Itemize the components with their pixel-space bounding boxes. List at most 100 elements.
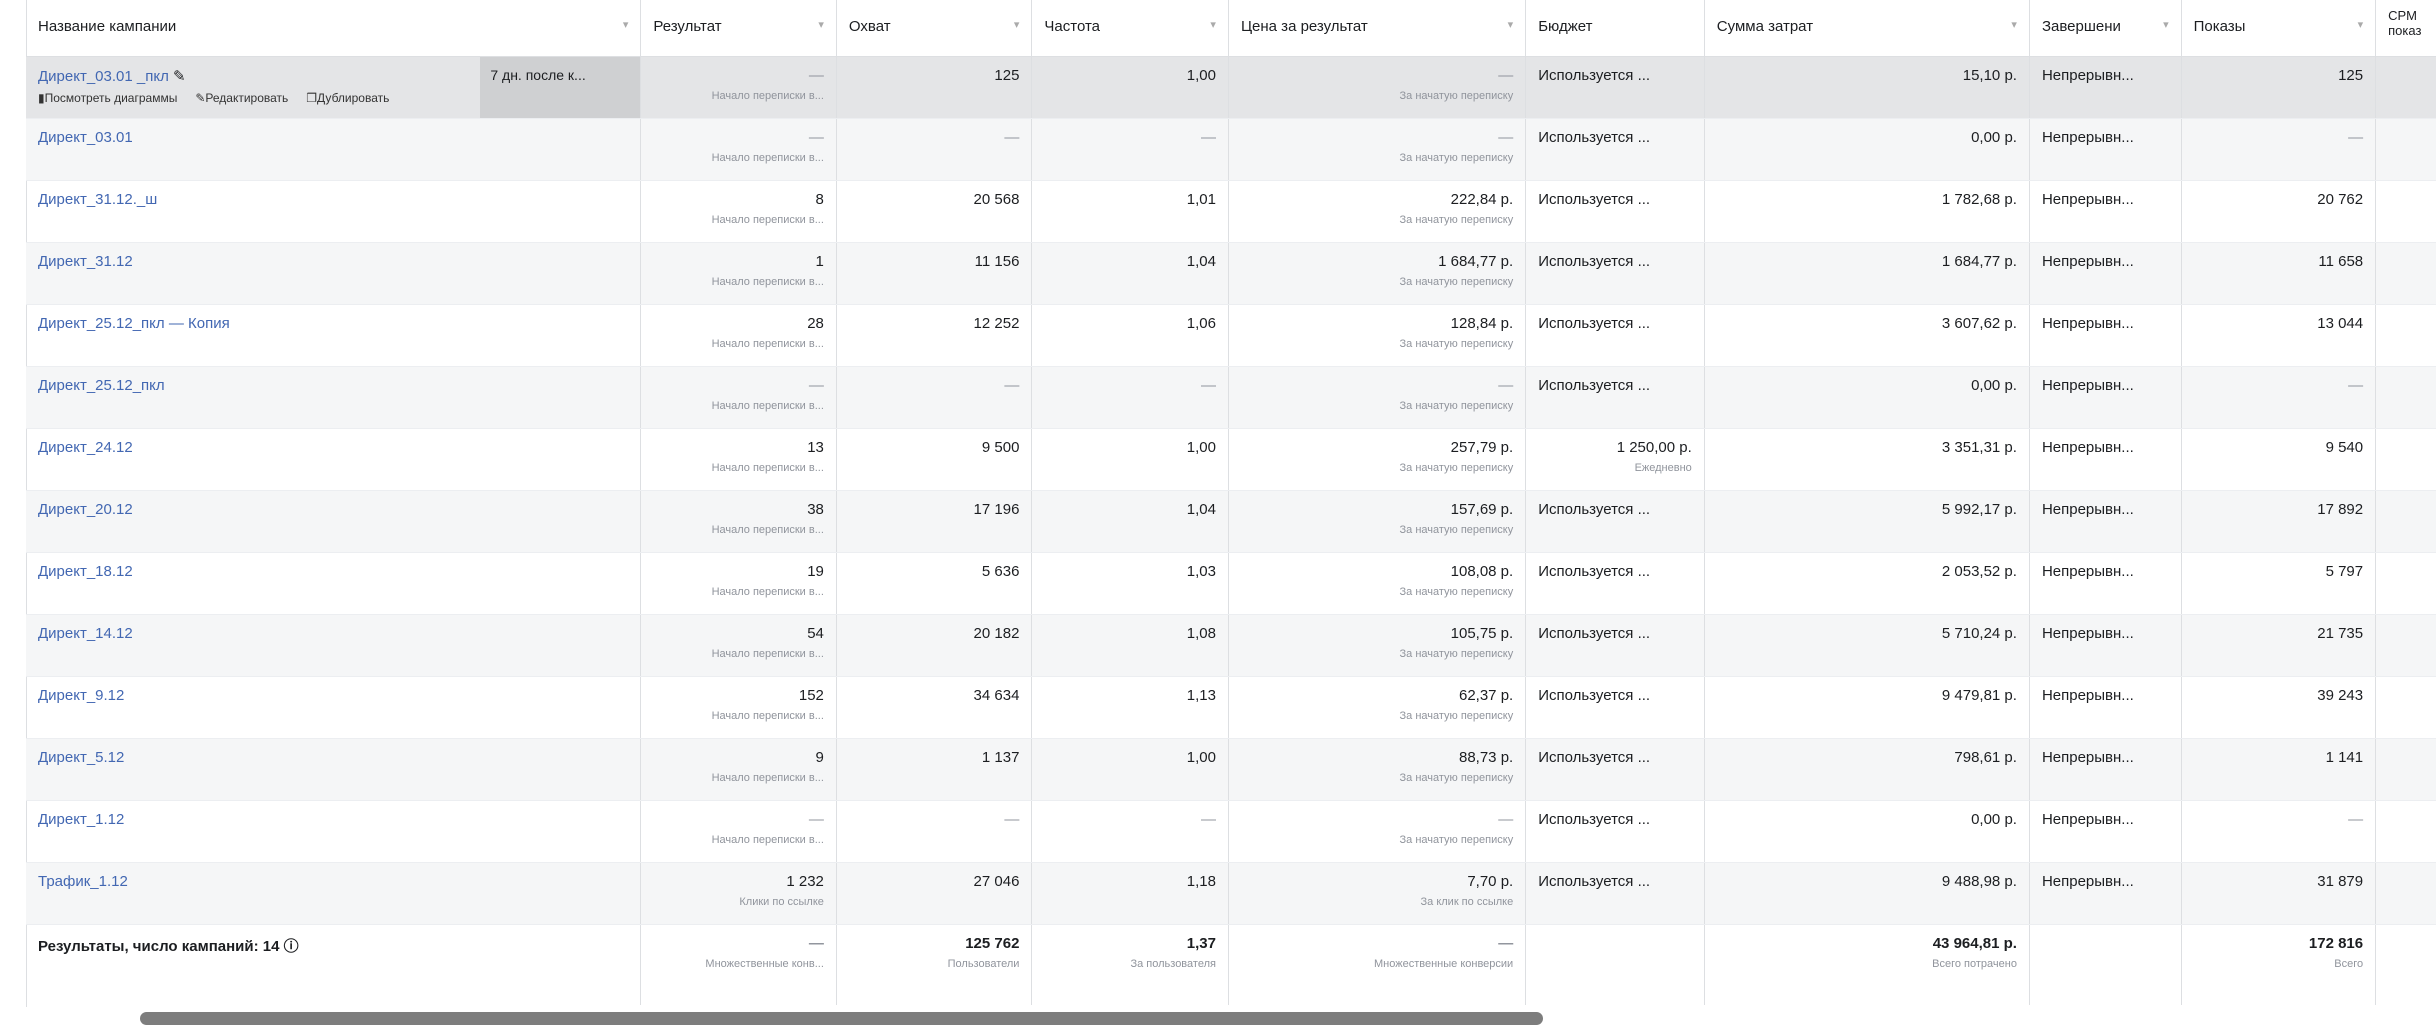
table-row[interactable]: Директ_03.01 — Начало переписки в... — — — За … xyxy=(26,119,2436,181)
campaign-name-link[interactable]: Директ_18.12 xyxy=(38,563,133,580)
campaign-name-cell: Директ_20.12 xyxy=(26,491,642,552)
campaign-name-link[interactable]: Директ_9.12 xyxy=(38,687,125,704)
table-row[interactable]: Директ_5.12 9 Начало переписки в... 1 137 1,… xyxy=(26,739,2436,801)
duplicate-button[interactable]: ❐Дублировать xyxy=(306,91,390,105)
budget-cell: 1 250,00 р. Ежедневно xyxy=(1526,429,1705,490)
result-cell: 1 Начало переписки в... xyxy=(641,243,837,304)
table-row[interactable]: Директ_31.12 1 Начало переписки в... 11 156… xyxy=(26,243,2436,305)
budget-cell: Используется ... xyxy=(1526,119,1705,180)
frequency-cell-value: — xyxy=(1200,129,1216,146)
cost-per-result-cell-sub: За начатую переписку xyxy=(1399,524,1514,536)
end-date-cell: Непрерывн... xyxy=(2030,57,2182,118)
end-value: Непрерывн... xyxy=(2041,315,2134,332)
campaign-name-cell: Директ_1.12 xyxy=(26,801,642,862)
table-row[interactable]: Директ_03.01 _пкл ✎ ▮Посмотреть диаграммы… xyxy=(26,57,2436,119)
campaigns-table: Название кампании ▾ Результат ▾ Охват ▾ Частот… xyxy=(26,0,2436,1005)
campaign-name-link[interactable]: Трафик_1.12 xyxy=(38,873,128,890)
impressions-cell: 125 xyxy=(2182,57,2377,118)
reach-cell-value: 27 046 xyxy=(973,873,1020,890)
reach-cell-value: — xyxy=(1004,129,1020,146)
column-header-7[interactable]: Завершени ▾ xyxy=(2030,0,2182,56)
cost-per-result-cell-value: — xyxy=(1498,67,1514,84)
column-header-5[interactable]: Бюджет xyxy=(1526,0,1705,56)
column-header-0[interactable]: Название кампании ▾ xyxy=(26,0,642,56)
column-header-1[interactable]: Результат ▾ xyxy=(641,0,837,56)
sort-caret-icon[interactable]: ▾ xyxy=(2163,19,2169,31)
sort-caret-icon[interactable]: ▾ xyxy=(2357,19,2364,31)
frequency-cell-value: 1,18 xyxy=(1186,873,1216,890)
campaign-name-cell: Директ_31.12._ш xyxy=(26,181,642,242)
sort-caret-icon[interactable]: ▾ xyxy=(1013,19,1020,31)
sort-caret-icon[interactable]: ▾ xyxy=(622,19,629,31)
result-cell-sub: Начало переписки в... xyxy=(711,90,824,102)
reach-cell-value: 1 137 xyxy=(981,749,1020,766)
horizontal-scrollbar[interactable] xyxy=(140,1012,1543,1025)
reach-cell-value: 20 568 xyxy=(973,191,1020,208)
campaign-name-link[interactable]: Директ_24.12 xyxy=(38,439,133,456)
table-row[interactable]: Директ_25.12_пкл — Начало переписки в... — —… xyxy=(26,367,2436,429)
impressions-cell-value: — xyxy=(2348,811,2364,828)
column-header-4[interactable]: Цена за результат ▾ xyxy=(1229,0,1527,56)
view-charts-button[interactable]: ▮Посмотреть диаграммы xyxy=(38,91,178,105)
sort-caret-icon[interactable]: ▾ xyxy=(1210,19,1216,31)
table-row[interactable]: Директ_20.12 38 Начало переписки в... 17 19… xyxy=(26,491,2436,553)
cost-per-result-cell-sub: За начатую переписку xyxy=(1399,214,1514,226)
result-cell-value: — xyxy=(808,811,824,828)
budget-cell: Используется ... xyxy=(1526,305,1705,366)
cost-per-result-cell: 7,70 р. За клик по ссылке xyxy=(1229,863,1527,924)
result-cell-sub: Клики по ссылке xyxy=(739,896,824,908)
campaign-name-link[interactable]: Директ_1.12 xyxy=(38,811,125,828)
cpm-cell xyxy=(2376,305,2436,366)
cost-per-result-cell-sub: За начатую переписку xyxy=(1399,648,1514,660)
sort-caret-icon[interactable]: ▾ xyxy=(1507,19,1514,31)
frequency-cell: 1,18 xyxy=(1032,863,1229,924)
campaign-name-link[interactable]: Директ_25.12_пкл — Копия xyxy=(38,315,230,332)
sort-caret-icon[interactable]: ▾ xyxy=(818,19,824,31)
table-row[interactable]: Директ_18.12 19 Начало переписки в... 5 636… xyxy=(26,553,2436,615)
budget-value: Используется ... xyxy=(1538,253,1651,270)
reach-cell: — xyxy=(837,119,1033,180)
campaign-name-link[interactable]: Директ_25.12_пкл xyxy=(38,377,165,394)
campaign-name-cell: Директ_25.12_пкл xyxy=(26,367,642,428)
column-header-8[interactable]: Показы ▾ xyxy=(2182,0,2377,56)
reach-cell-value: 5 636 xyxy=(981,563,1020,580)
table-row[interactable]: Директ_9.12 152 Начало переписки в... 34 63… xyxy=(26,677,2436,739)
frequency-cell: 1,00 xyxy=(1032,739,1229,800)
budget-value: Используется ... xyxy=(1538,687,1651,704)
table-row[interactable]: Директ_25.12_пкл — Копия 28 Начало перепис… xyxy=(26,305,2436,367)
budget-value: Используется ... xyxy=(1538,129,1651,146)
edit-button[interactable]: ✎Редактировать xyxy=(195,91,289,105)
end-date-cell: Непрерывн... xyxy=(2030,615,2182,676)
campaign-name-link[interactable]: Директ_31.12._ш xyxy=(38,191,158,208)
column-header-2[interactable]: Охват ▾ xyxy=(837,0,1033,56)
cost-per-result-cell-sub: За начатую переписку xyxy=(1399,462,1514,474)
campaign-name-link[interactable]: Директ_20.12 xyxy=(38,501,133,518)
sort-caret-icon[interactable]: ▾ xyxy=(2011,19,2017,31)
frequency-cell-value: 1,04 xyxy=(1186,253,1216,270)
campaign-name-cell: Директ_25.12_пкл — Копия xyxy=(26,305,642,366)
budget-value: Используется ... xyxy=(1538,67,1651,84)
column-header-6[interactable]: Сумма затрат ▾ xyxy=(1705,0,2030,56)
column-header-3[interactable]: Частота ▾ xyxy=(1032,0,1229,56)
table-row[interactable]: Директ_1.12 — Начало переписки в... — — — За н… xyxy=(26,801,2436,863)
campaign-name-cell: Трафик_1.12 xyxy=(26,863,642,924)
campaign-name-link[interactable]: Директ_5.12 xyxy=(38,749,125,766)
frequency-cell: — xyxy=(1032,119,1229,180)
table-row[interactable]: Директ_31.12._ш 8 Начало переписки в... 20 … xyxy=(26,181,2436,243)
table-row[interactable]: Директ_24.12 13 Начало переписки в... 9 500… xyxy=(26,429,2436,491)
result-cell: 9 Начало переписки в... xyxy=(641,739,837,800)
impressions-cell: — xyxy=(2182,801,2377,862)
cost-per-result-cell-sub: За начатую переписку xyxy=(1399,772,1514,784)
campaign-name-link[interactable]: Директ_31.12 xyxy=(38,253,133,270)
info-icon[interactable]: ⓘ xyxy=(283,938,299,955)
campaign-name-link[interactable]: Директ_03.01 xyxy=(38,129,133,146)
campaign-name-link[interactable]: Директ_03.01 _пкл xyxy=(38,68,169,85)
result-cell: — Начало переписки в... xyxy=(641,801,837,862)
table-row[interactable]: Директ_14.12 54 Начало переписки в... 20 18… xyxy=(26,615,2436,677)
campaign-name-link[interactable]: Директ_14.12 xyxy=(38,625,133,642)
pencil-icon[interactable]: ✎ xyxy=(168,68,186,85)
column-header-9[interactable]: CPM показ xyxy=(2376,0,2436,56)
reach-cell-value: 17 196 xyxy=(973,501,1020,518)
table-row[interactable]: Трафик_1.12 1 232 Клики по ссылке 27 046 1,1… xyxy=(26,863,2436,925)
cost-per-result-cell: — За начатую переписку xyxy=(1229,57,1527,118)
